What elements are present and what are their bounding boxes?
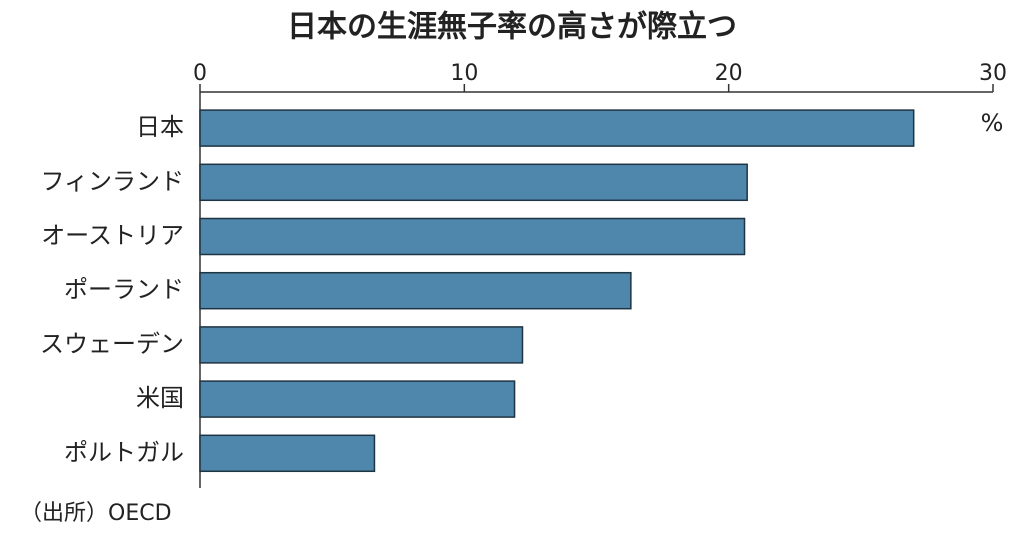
y-tick-label: 日本	[136, 113, 184, 141]
y-tick-label: ポーランド	[64, 276, 184, 304]
source: （出所）OECD	[20, 501, 172, 526]
y-tick-label: スウェーデン	[40, 330, 184, 358]
y-tick-label: フィンランド	[40, 167, 184, 195]
bar	[199, 217, 746, 256]
unit-label: %	[981, 109, 1004, 137]
x-tick-label: 20	[715, 61, 743, 86]
bar	[199, 380, 516, 418]
bar	[199, 109, 915, 147]
x-tick-label: 10	[450, 61, 478, 86]
y-tick-label: 米国	[136, 384, 184, 412]
y-tick-label: ポルトガル	[64, 438, 184, 466]
chart-title: 日本の生涯無子率の高さが際立つ	[287, 10, 737, 45]
x-tick-label: 30	[979, 61, 1007, 86]
x-tick-label: 0	[193, 61, 207, 86]
bar	[199, 434, 376, 473]
bar	[199, 326, 524, 364]
y-tick-label: オーストリア	[41, 222, 184, 250]
bar	[199, 271, 632, 310]
bar	[199, 163, 748, 202]
